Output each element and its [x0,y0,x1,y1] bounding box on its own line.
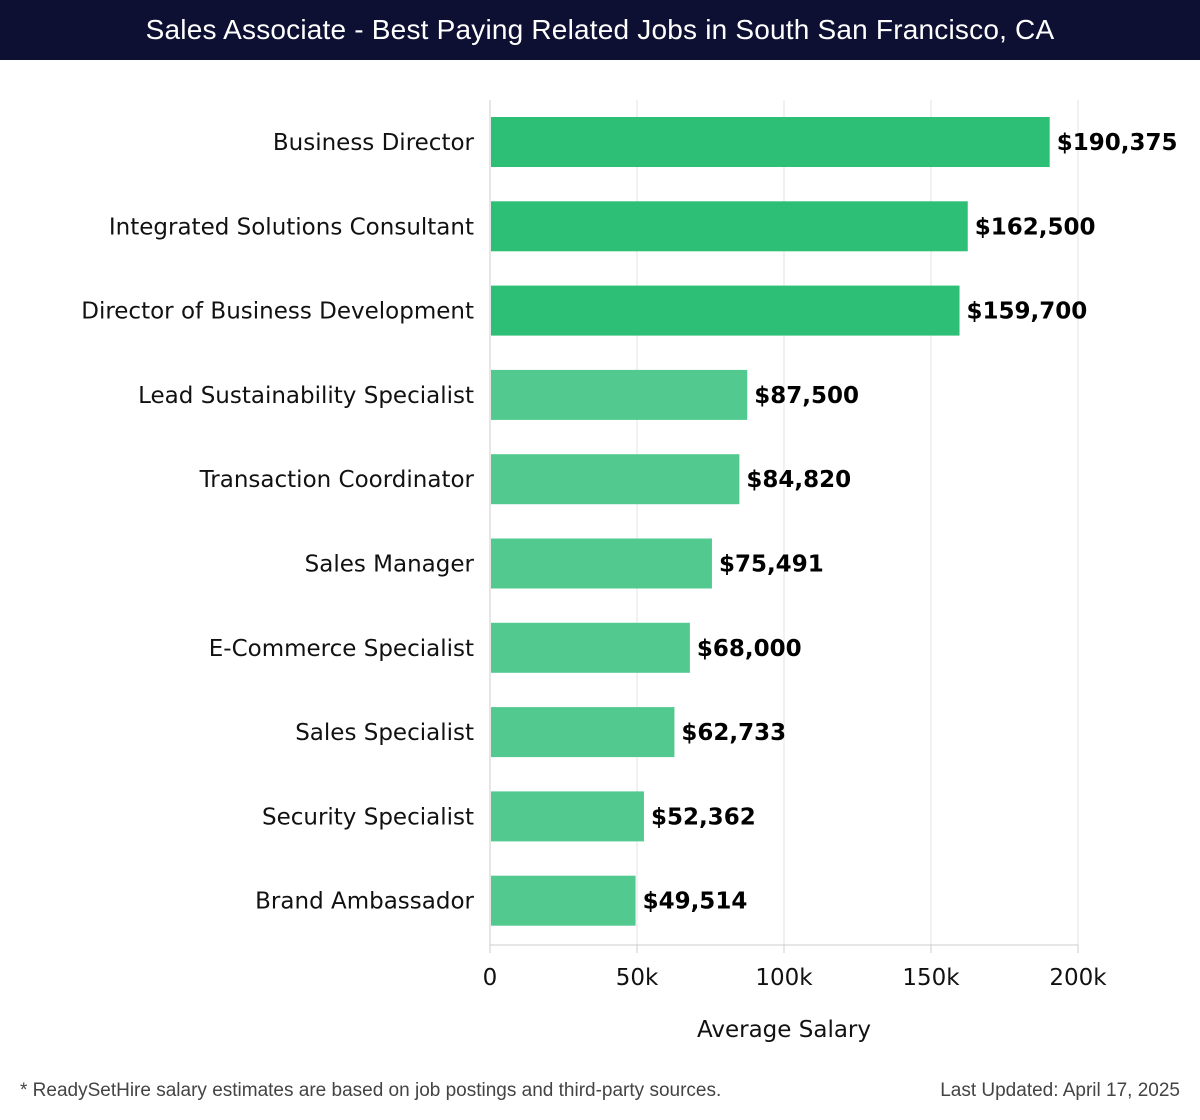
value-label: $75,491 [719,552,824,578]
category-label: Sales Specialist [295,720,474,746]
bar [491,201,968,252]
value-labels: $190,375 $162,500 $159,700 $87,500 $84,820 $7… [643,130,1178,915]
x-tick-label: 150k [902,965,960,991]
x-tick-label: 100k [755,965,813,991]
last-updated: Last Updated: April 17, 2025 [940,1080,1180,1101]
value-label: $49,514 [643,889,748,915]
footer-note: * ReadySetHire salary estimates are base… [20,1080,722,1101]
value-label: $68,000 [697,636,802,662]
category-label: Lead Sustainability Specialist [138,383,474,409]
category-label: Director of Business Development [81,299,474,325]
bar [491,117,1050,167]
bar [491,369,748,420]
bar [491,875,636,926]
value-label: $52,362 [651,804,756,830]
x-tick-label: 50k [616,965,659,991]
bar [491,454,740,505]
bar [491,791,644,842]
category-label: Integrated Solutions Consultant [109,214,474,240]
value-label: $84,820 [746,467,851,493]
bar [491,622,690,673]
bar [491,707,675,758]
category-label: Security Specialist [262,804,474,830]
bar-chart: Business Director Integrated Solutions Co… [81,100,1178,1043]
category-label: Business Director [273,130,475,156]
category-label: E-Commerce Specialist [209,636,474,662]
value-label: $62,733 [681,720,786,746]
category-labels: Business Director Integrated Solutions Co… [81,130,474,915]
bars [491,117,1050,926]
value-label: $190,375 [1057,130,1178,156]
chart-title: Sales Associate - Best Paying Related Jo… [0,0,1200,60]
x-axis-title: Average Salary [697,1017,871,1043]
x-tick-label: 200k [1049,965,1107,991]
x-tick-label: 0 [483,965,498,991]
value-label: $162,500 [975,214,1096,240]
value-label: $87,500 [754,383,859,409]
value-label: $159,700 [967,299,1088,325]
category-label: Sales Manager [305,552,475,578]
category-label: Transaction Coordinator [199,467,475,493]
x-axis: 0 50k 100k 150k 200k [483,100,1107,991]
category-label: Brand Ambassador [255,889,474,915]
bar [491,285,960,336]
bar [491,538,712,589]
